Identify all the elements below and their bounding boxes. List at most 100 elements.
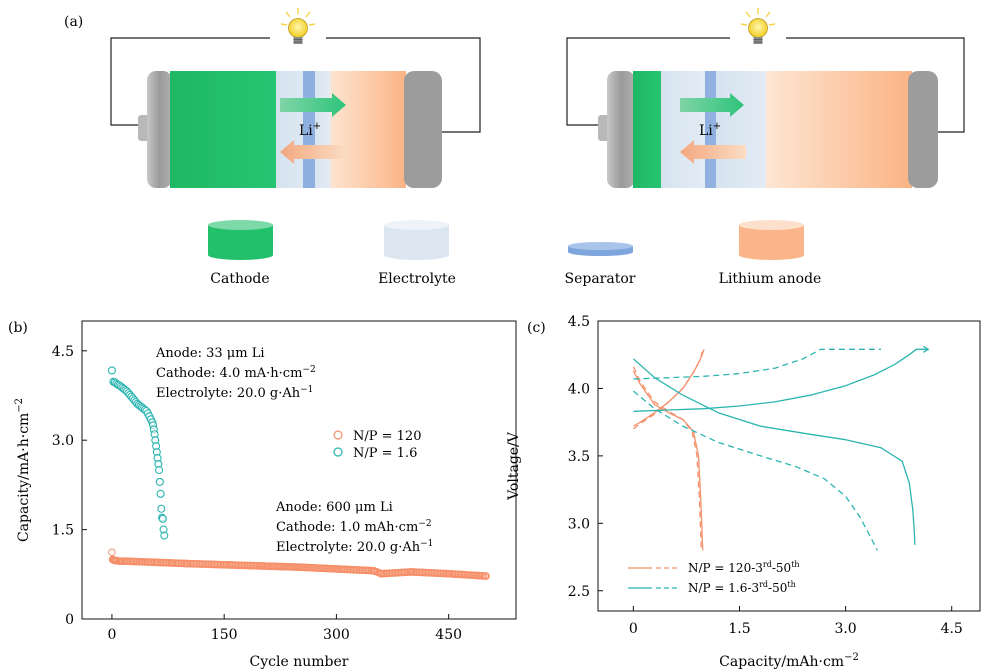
axes-c: 0 1.5 3.0 4.5 2.5 3.0 3.5 4.0 4.5 (568, 314, 963, 637)
separator-legend-icon (568, 242, 633, 256)
line-marks-c (632, 345, 930, 551)
annotation-line: Electrolyte: 20.0 g·Ah−1 (156, 385, 313, 401)
x-axis-label: Capacity/mAh·cm−2 (719, 652, 859, 670)
data-point-np120 (108, 548, 116, 557)
series-line-6 (633, 348, 881, 380)
data-point-np120 (182, 559, 191, 568)
ion-label: Li+ (699, 121, 721, 139)
annotation-line: Anode: 600 μm Li (275, 500, 393, 515)
battery-cap-right (404, 71, 442, 188)
legend-cathode-label: Cathode (210, 271, 269, 287)
battery-cap-right (908, 71, 938, 188)
y-axis-label: Voltage/V (506, 431, 522, 501)
annotation-top: Anode: 33 μm Li Cathode: 4.0 mA·h·cm−2 E… (155, 346, 316, 401)
circuit-wire (110, 37, 481, 133)
data-point-np120 (167, 559, 176, 567)
battery-left: Li+ (110, 8, 481, 188)
separator-block (705, 71, 716, 188)
anode-block (328, 71, 406, 188)
y-tick-label: 2.5 (568, 584, 590, 600)
data-point-np1-6 (160, 531, 169, 540)
y-tick-label: 3.0 (52, 433, 74, 449)
anode-block (766, 71, 912, 188)
annotation-line: Cathode: 1.0 mAh·cm−2 (276, 519, 432, 535)
data-point-np1-6 (156, 489, 165, 498)
annotation-line: Electrolyte: 20.0 g·Ah−1 (276, 539, 433, 555)
legend-c: N/P = 120-3rd-50th N/P = 1.6-3rd-50th (628, 560, 800, 595)
data-point-np120 (407, 568, 416, 576)
plot-frame (81, 320, 517, 620)
battery-cap-left (147, 71, 172, 188)
x-tick-label: 3.0 (834, 621, 856, 637)
data-point-np120 (377, 569, 386, 578)
data-point-np1-6 (107, 366, 116, 375)
curve-end-marker (923, 345, 930, 353)
legend-separator-label: Separator (565, 271, 636, 287)
legend-label: N/P = 120-3rd-50th (688, 560, 800, 575)
arrow-left-icon (280, 140, 346, 164)
y-tick-label: 3.0 (568, 516, 590, 532)
y-tick-label: 4.5 (52, 344, 74, 360)
legend-electrolyte-label: Electrolyte (378, 271, 456, 287)
arrow-right-icon (680, 93, 744, 117)
data-point-np120 (153, 558, 161, 567)
annotation-line: Cathode: 4.0 mA·h·cm−2 (156, 365, 316, 381)
y-tick-label: 4.5 (568, 314, 590, 330)
data-point-np1-6 (157, 504, 166, 513)
data-point-np120 (257, 562, 266, 570)
x-tick-label: 300 (323, 627, 350, 643)
x-tick-label: 0 (107, 627, 116, 643)
y-axis-label: Capacity/mA·h·cm−2 (14, 398, 32, 542)
y-tick-label: 0 (65, 612, 74, 628)
series-line-4 (633, 348, 929, 413)
data-point-np120 (138, 557, 146, 566)
arrow-right-icon (280, 93, 346, 117)
light-bulb-icon (280, 8, 316, 44)
plot-frame (597, 320, 981, 612)
series-line-0 (632, 370, 704, 551)
electrolyte-legend-icon (384, 220, 449, 260)
data-point-np120 (123, 557, 131, 565)
legend-b: N/P = 120 N/P = 1.6 (333, 429, 421, 461)
series-line-5 (632, 358, 916, 545)
cathode-block (633, 71, 661, 188)
component-legend: Cathode Electrolyte Separator Lithium an… (208, 220, 821, 287)
anode-legend-icon (739, 220, 804, 260)
data-point-np1-6 (155, 465, 164, 475)
axes-b: 0 150 300 450 0 1.5 3.0 4.5 (52, 344, 462, 643)
y-tick-label: 4.0 (568, 381, 590, 397)
data-point-np1-6 (158, 514, 167, 523)
x-tick-label: 450 (435, 627, 462, 643)
data-point-np120 (115, 557, 124, 565)
data-point-np120 (332, 565, 341, 573)
series-line-7 (632, 390, 878, 551)
cathode-block (170, 71, 276, 188)
x-tick-label: 4.5 (941, 621, 963, 637)
scatter-marks-b (107, 366, 490, 580)
light-bulb-icon (740, 8, 776, 44)
x-axis-label: Cycle number (250, 654, 349, 670)
panel-a-label: (a) (64, 14, 83, 30)
x-tick-label: 0 (629, 621, 638, 637)
legend-marker (333, 447, 343, 457)
electrolyte-block (661, 71, 705, 188)
annotation-bottom: Anode: 600 μm Li Cathode: 1.0 mAh·cm−2 E… (275, 500, 433, 555)
legend-label: N/P = 120 (353, 429, 421, 444)
data-point-np120 (112, 556, 121, 565)
y-tick-label: 3.5 (568, 449, 590, 465)
y-tick-label: 1.5 (52, 523, 74, 539)
legend-anode-label: Lithium anode (719, 271, 822, 287)
series-line-2 (632, 366, 702, 551)
x-tick-label: 150 (211, 627, 238, 643)
battery-right: Li+ (566, 8, 965, 188)
data-point-np1-6 (155, 477, 164, 486)
panel-c-label: (c) (527, 320, 546, 336)
legend-label: N/P = 1.6 (353, 446, 417, 461)
data-point-np120 (220, 560, 228, 569)
data-point-np120 (295, 563, 303, 571)
x-tick-label: 1.5 (728, 621, 750, 637)
panel-c: (c) 0 1.5 3.0 4.52.53.03.54.04.5 Voltage/V … (506, 314, 981, 670)
data-point-np120 (370, 566, 378, 575)
panel-a: (a) Li+ (64, 8, 965, 287)
